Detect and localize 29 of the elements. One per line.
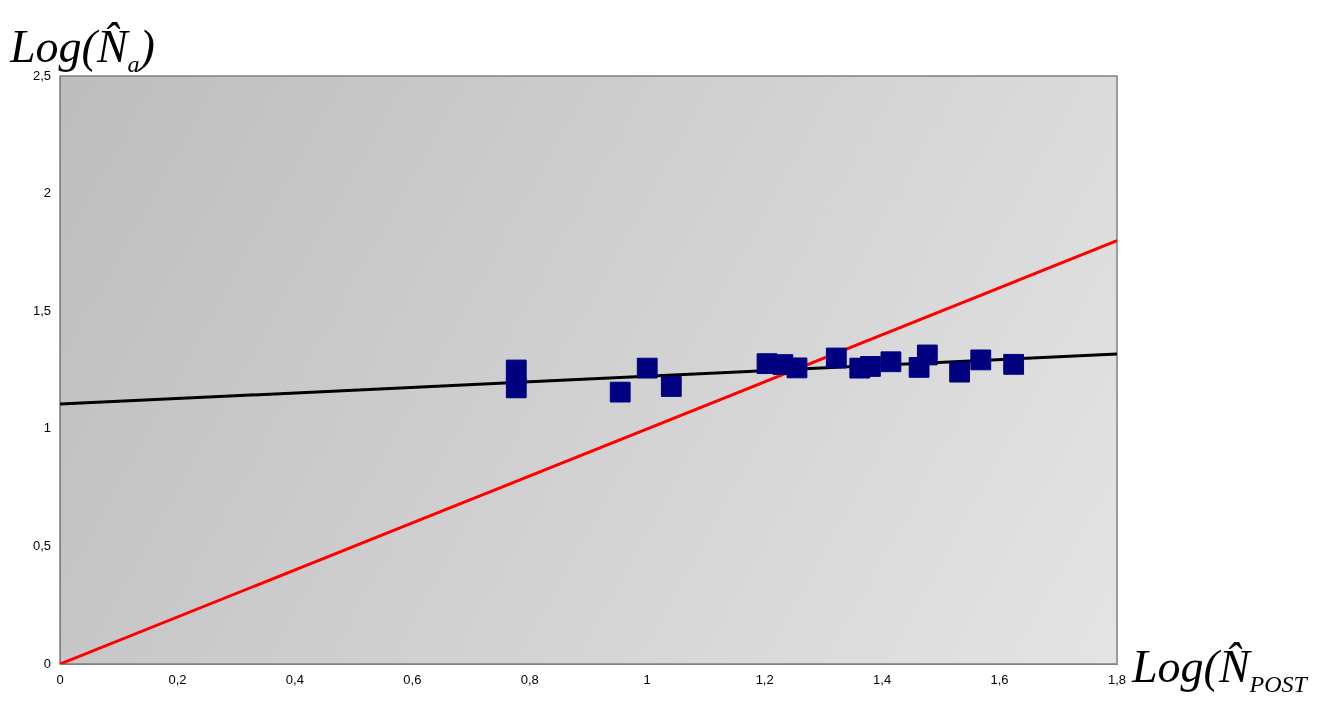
x-tick-label: 1,2 (755, 672, 774, 688)
point (636, 357, 658, 379)
point (1003, 353, 1025, 375)
x-axis-title: Log(N̂$_{POST}$ (1132, 641, 1307, 698)
point (609, 381, 631, 403)
x-tick-label: 1,8 (1107, 672, 1127, 688)
x-tick-label: 1,4 (873, 672, 892, 688)
y-tick-label: 1,5 (32, 302, 51, 318)
y-tick-label: 0 (43, 655, 51, 671)
point (825, 347, 847, 369)
y-tick-label: 1 (43, 420, 51, 436)
y-tick-label: 0,5 (32, 537, 51, 553)
point (916, 344, 938, 366)
x-tick-label: 1 (643, 672, 651, 688)
point (970, 349, 992, 371)
y-tick-label: 2 (43, 185, 51, 201)
x-tick-label: 0 (56, 672, 64, 688)
x-tick-label: 1,6 (990, 672, 1009, 688)
x-tick-label: 0,6 (403, 672, 422, 688)
point (660, 376, 682, 397)
point (880, 351, 902, 373)
point (859, 356, 881, 377)
point (505, 377, 527, 399)
x-tick-label: 0,2 (168, 672, 187, 688)
point (949, 361, 971, 383)
point (786, 357, 808, 379)
x-tick-label: 0,8 (520, 672, 539, 688)
x-tick-label: 0,4 (285, 672, 304, 688)
y-tick-label: 2,5 (32, 67, 51, 83)
